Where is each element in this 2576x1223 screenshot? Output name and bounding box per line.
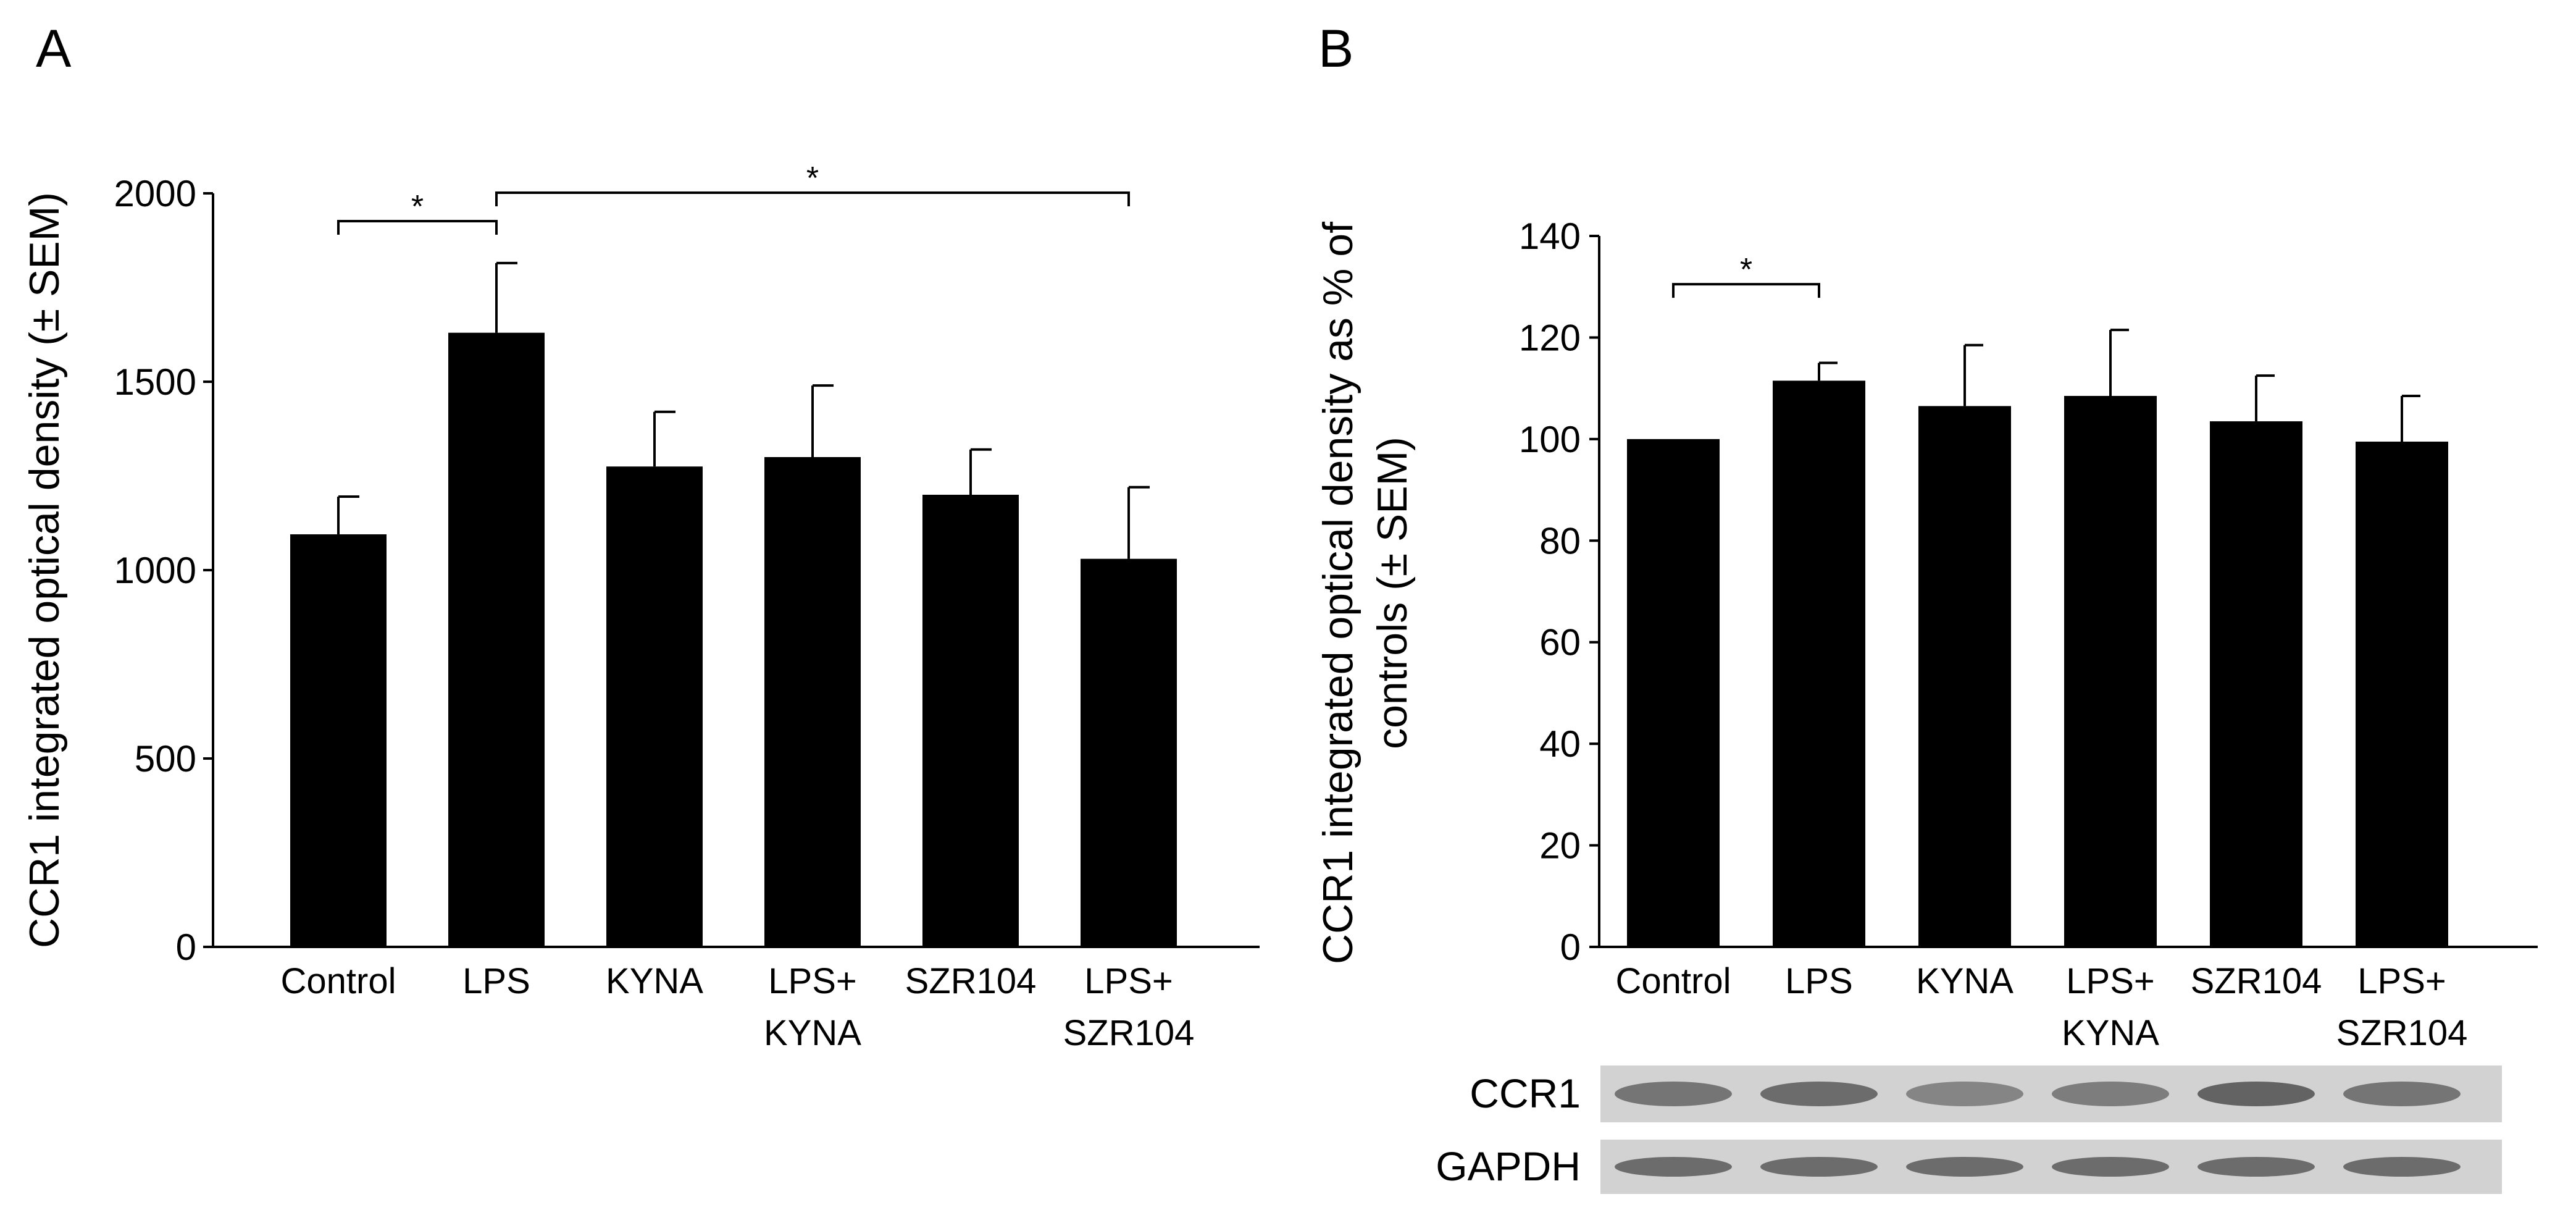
bar xyxy=(2356,441,2448,947)
bar xyxy=(1081,558,1177,947)
blot-band xyxy=(1615,1157,1732,1177)
y-tick-label: 20 xyxy=(1539,825,1581,867)
y-tick-label: 1500 xyxy=(114,361,196,403)
x-category-label: Control xyxy=(281,961,396,1001)
bar xyxy=(606,466,703,947)
bar xyxy=(2210,421,2302,947)
panel-b-letter: B xyxy=(1318,19,1353,78)
x-category-label: KYNA xyxy=(2062,1013,2159,1053)
x-category-label: LPS+ xyxy=(768,961,857,1001)
blot-band xyxy=(2343,1157,2461,1177)
blot-band xyxy=(2052,1157,2169,1177)
y-tick-label: 100 xyxy=(1519,419,1581,460)
x-category-label: Control xyxy=(1616,961,1731,1001)
x-category-label: KYNA xyxy=(606,961,703,1001)
x-category-label: SZR104 xyxy=(905,961,1037,1001)
bar xyxy=(764,457,861,947)
blot-band xyxy=(2343,1082,2461,1106)
blot-band xyxy=(1615,1082,1732,1106)
panel-a-letter: A xyxy=(36,19,72,78)
x-category-label: SZR104 xyxy=(1063,1013,1195,1053)
y-axis-label: CCR1 integrated optical density (± SEM) xyxy=(21,192,68,948)
blot-band xyxy=(1760,1157,1878,1177)
significance-star: * xyxy=(1740,252,1752,288)
chart-panel-a: 0 500 1000 1500 2000 Control LPS KYNA LPS+ KYNA SZ… xyxy=(21,161,1260,1053)
bar xyxy=(1773,380,1865,947)
blot-band xyxy=(2052,1082,2169,1106)
significance-bracket xyxy=(1672,283,1820,298)
blot-band xyxy=(2198,1082,2315,1106)
x-category-label: SZR104 xyxy=(2191,961,2322,1001)
blot-band xyxy=(1906,1157,2023,1177)
x-category-label: LPS xyxy=(1785,961,1853,1001)
bar xyxy=(1918,406,2011,947)
y-tick-label: 0 xyxy=(1560,927,1581,968)
blot-row-label: GAPDH xyxy=(1436,1143,1581,1189)
x-category-label: LPS+ xyxy=(2066,961,2155,1001)
significance-bracket xyxy=(337,220,498,235)
bar xyxy=(922,495,1019,947)
x-category-label: KYNA xyxy=(1916,961,2014,1001)
significance-star: * xyxy=(806,161,819,196)
bar xyxy=(1627,439,1720,947)
blot-band xyxy=(1760,1082,1878,1106)
blot-row-label: CCR1 xyxy=(1470,1070,1581,1116)
x-category-label: SZR104 xyxy=(2336,1013,2468,1053)
western-blot: CCR1 GAPDH xyxy=(1436,1065,2502,1194)
bar xyxy=(448,332,545,947)
x-category-label: LPS xyxy=(462,961,530,1001)
y-tick-label: 60 xyxy=(1539,622,1581,663)
significance-bracket xyxy=(495,191,1130,206)
x-category-label: KYNA xyxy=(764,1013,861,1053)
y-tick-label: 0 xyxy=(176,927,196,968)
blot-band xyxy=(1906,1082,2023,1106)
y-tick-label: 140 xyxy=(1519,216,1581,257)
y-axis-label: controls (± SEM) xyxy=(1369,437,1416,749)
x-category-label: LPS+ xyxy=(1084,961,1173,1001)
blot-band xyxy=(2198,1157,2315,1177)
y-tick-label: 120 xyxy=(1519,317,1581,358)
significance-star: * xyxy=(411,189,424,225)
y-tick-label: 80 xyxy=(1539,520,1581,561)
bar xyxy=(290,534,387,947)
chart-panel-b: 0 20 40 60 80 100 120 140 Control LPS KYNA LPS+ KYNA… xyxy=(1315,216,2538,1053)
bar xyxy=(2064,395,2157,947)
y-axis-label: CCR1 integrated optical density as % of xyxy=(1315,222,1361,964)
x-category-label: LPS+ xyxy=(2357,961,2446,1001)
y-tick-label: 2000 xyxy=(114,173,196,214)
y-tick-label: 500 xyxy=(135,738,196,780)
y-tick-label: 40 xyxy=(1539,723,1581,765)
y-tick-label: 1000 xyxy=(114,550,196,591)
